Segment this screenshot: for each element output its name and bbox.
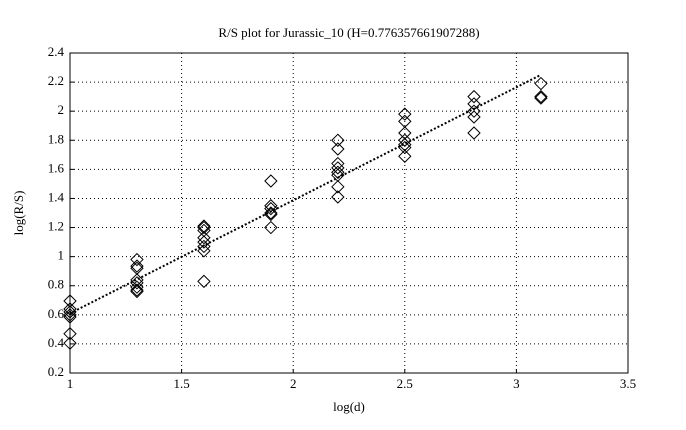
data-point [197,244,211,258]
data-point [130,259,144,273]
data-point [130,283,144,297]
data-point [331,142,345,156]
y-tick-label: 2.4 [48,44,65,59]
data-point [264,220,278,235]
data-point [63,294,77,308]
data-point [130,276,144,290]
data-point [130,280,144,294]
x-tick-label: 1 [67,376,74,391]
data-point [331,190,345,204]
data-point [467,126,481,140]
x-tick-label: 3 [513,376,520,391]
data-point [130,284,144,299]
data-point [467,97,481,111]
data-point [534,76,548,91]
data-point [264,201,278,216]
data-point [264,206,278,220]
data-point [534,89,548,104]
y-tick-label: 2 [58,102,65,117]
data-point [331,133,345,147]
data-point [331,180,345,194]
x-tick-label: 3.5 [620,376,636,391]
data-point [197,239,211,254]
data-point [63,336,77,350]
data-point [197,231,211,245]
y-tick-label: 1.8 [48,131,64,146]
data-point [63,302,77,316]
data-point [264,207,278,222]
y-tick-label: 0.4 [48,335,65,350]
data-point [467,104,481,118]
data-point [264,174,278,188]
data-point [467,110,481,124]
y-tick-label: 1 [58,248,65,263]
x-axis-label: log(d) [333,399,365,414]
data-point [467,89,481,104]
y-tick-label: 0.6 [48,306,65,321]
data-point [63,310,77,324]
y-axis-label: log(R/S) [11,191,26,236]
plot-frame [69,52,629,374]
data-point [398,149,412,163]
y-tick-label: 1.2 [48,219,64,234]
data-point [398,140,412,155]
data-point [398,107,412,121]
y-tick-label: 0.8 [48,277,64,292]
data-point [197,220,211,235]
x-tick-label: 1.5 [173,376,189,391]
data-point [331,161,345,175]
data-point [398,133,412,147]
y-tick-label: 2.2 [48,73,64,88]
data-point [197,274,211,289]
data-point [63,327,77,341]
data-point [130,252,144,267]
y-tick-label: 0.2 [48,364,64,379]
data-point [63,308,77,322]
data-point [331,156,345,171]
y-tick-label: 1.6 [48,160,65,175]
data-point [534,91,548,105]
x-tick-label: 2 [290,376,297,391]
x-tick-label: 2.5 [397,376,413,391]
chart-title: R/S plot for Jurassic_10 (H=0.7763576619… [218,25,479,40]
y-tick-label: 1.4 [48,189,65,204]
data-point [331,165,345,179]
data-point [63,305,77,319]
data-point [197,235,211,249]
